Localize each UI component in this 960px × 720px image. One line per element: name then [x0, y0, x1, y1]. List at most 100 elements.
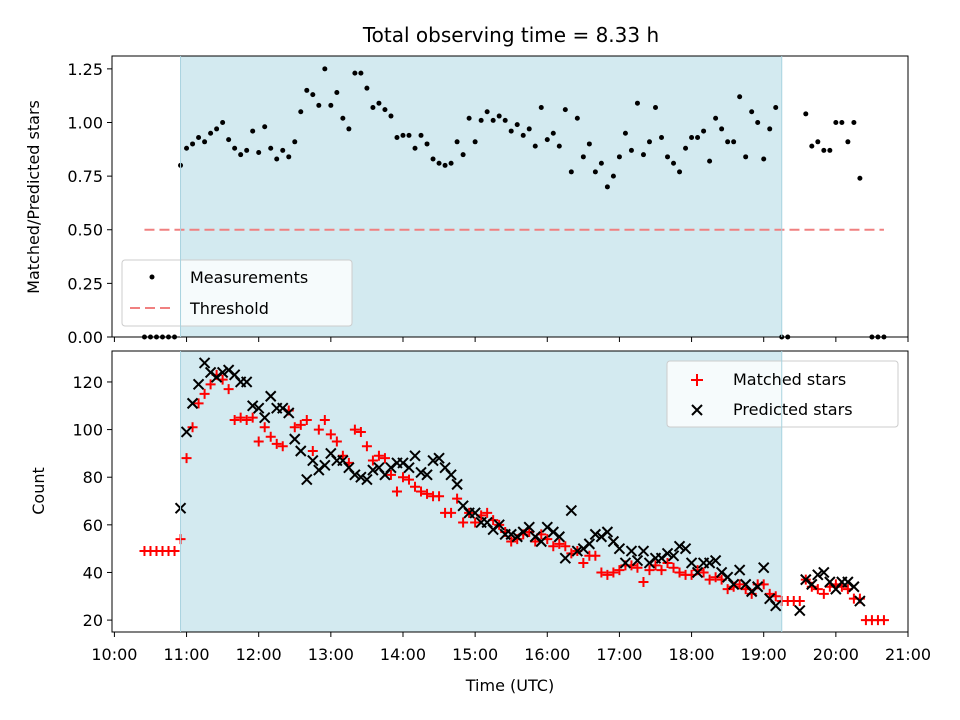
matched-star-point	[331, 436, 342, 447]
legend-predicted-marker	[691, 404, 703, 416]
matched-star-point	[554, 538, 565, 549]
predicted-star-point	[806, 578, 818, 591]
legend-matched-marker	[691, 374, 703, 386]
bottom-panel-frame	[111, 350, 909, 633]
predicted-star-point	[240, 376, 253, 388]
x-tick-label: 10:00	[91, 645, 137, 664]
predicted-star-point	[583, 538, 596, 550]
measurement-point	[677, 169, 683, 175]
predicted-star-point	[246, 400, 259, 412]
measurement-point	[232, 145, 238, 151]
matched-star-point	[247, 412, 258, 423]
matched-star-point	[259, 422, 270, 433]
measurement-point	[208, 130, 214, 136]
matched-star-point	[422, 488, 433, 499]
y-tick-label: 1.00	[67, 113, 103, 132]
measurement-point	[184, 145, 190, 151]
measurement-point	[683, 145, 689, 151]
matched-star-point	[878, 615, 889, 626]
matched-star-point	[794, 596, 805, 607]
matched-star-point	[416, 486, 427, 497]
predicted-star-point	[186, 397, 199, 410]
measurement-point	[460, 152, 466, 158]
measurement-point	[574, 115, 580, 121]
y-tick-label: 120	[72, 373, 103, 392]
matched-star-point	[181, 453, 192, 464]
predicted-star-point	[625, 545, 638, 557]
matched-star-point	[325, 429, 336, 440]
top-panel-frame	[111, 55, 909, 338]
measurement-point	[226, 137, 232, 143]
predicted-star-point	[415, 466, 427, 479]
matched-star-point	[530, 536, 541, 547]
matched-star-point	[223, 384, 234, 395]
measurement-point	[328, 102, 334, 108]
measurement-point	[370, 104, 376, 110]
matched-star-point	[169, 546, 180, 557]
predicted-star-point	[679, 542, 692, 555]
measurement-point	[580, 154, 586, 160]
predicted-star-point	[469, 507, 481, 519]
measurement-point	[526, 126, 532, 132]
measurement-point	[478, 117, 484, 123]
matched-star-point	[379, 453, 390, 464]
matched-star-point	[199, 388, 210, 399]
y-tick-label: 60	[83, 516, 103, 535]
matched-star-point	[662, 557, 673, 568]
top-panel: 0.00 0.25 0.50 0.75 1.00 1.25 Matched/Predict…	[24, 55, 909, 347]
measurement-point	[484, 109, 490, 115]
measurement-point	[701, 128, 707, 134]
matched-star-point	[704, 574, 715, 585]
measurement-point	[262, 124, 268, 130]
measurement-point	[592, 169, 598, 175]
matched-star-point	[698, 567, 709, 578]
measurement-point	[388, 113, 394, 119]
predicted-star-point	[403, 461, 415, 474]
top-y-ticks: 0.00 0.25 0.50 0.75 1.00 1.25	[67, 60, 909, 347]
matched-star-point	[764, 588, 775, 599]
predicted-star-point	[409, 450, 421, 462]
y-tick-label: 100	[72, 421, 103, 440]
matched-star-point	[253, 436, 264, 447]
matched-star-point	[193, 398, 204, 409]
matched-star-point	[319, 415, 330, 426]
measurement-point	[586, 141, 592, 147]
measurement-point	[508, 128, 514, 134]
matched-stars-points	[139, 369, 889, 626]
top-y-axis-label: Matched/Predicted stars	[24, 100, 43, 294]
y-tick-label: 0.50	[67, 221, 103, 240]
measurement-point	[538, 104, 544, 110]
matched-star-point	[289, 422, 300, 433]
matched-star-point	[638, 576, 649, 587]
predicted-star-point	[216, 366, 229, 379]
x-tick-label: 16:00	[524, 645, 570, 664]
measurement-point	[424, 141, 430, 147]
measurement-point	[454, 139, 460, 145]
matched-star-point	[205, 379, 216, 390]
predicted-star-point	[445, 469, 457, 481]
predicted-star-point	[770, 600, 782, 612]
measurement-point	[448, 160, 454, 166]
measurement-point	[610, 173, 616, 179]
matched-star-point	[235, 412, 246, 423]
predicted-star-point	[667, 550, 680, 562]
measurement-point	[821, 147, 827, 153]
predicted-star-point	[601, 526, 614, 538]
predicted-star-point	[818, 566, 830, 579]
measurement-point	[695, 135, 701, 141]
measurement-point	[472, 139, 478, 145]
predicted-star-point	[367, 464, 379, 476]
predicted-star-point	[265, 390, 277, 402]
predicted-star-point	[307, 454, 319, 467]
predicted-star-point	[854, 595, 866, 607]
matched-star-point	[614, 565, 625, 576]
matched-star-point	[656, 565, 667, 576]
x-ticks: 10:00 11:00 12:00 13:00 14:00 15:00 16:00 17:00…	[91, 632, 931, 664]
measurement-point	[827, 147, 833, 153]
measurement-point	[268, 145, 274, 151]
x-tick-label: 15:00	[452, 645, 498, 664]
predicted-star-point	[691, 566, 704, 579]
predicted-star-point	[421, 469, 433, 481]
matched-star-point	[410, 481, 421, 492]
y-tick-label: 0.25	[67, 274, 103, 293]
